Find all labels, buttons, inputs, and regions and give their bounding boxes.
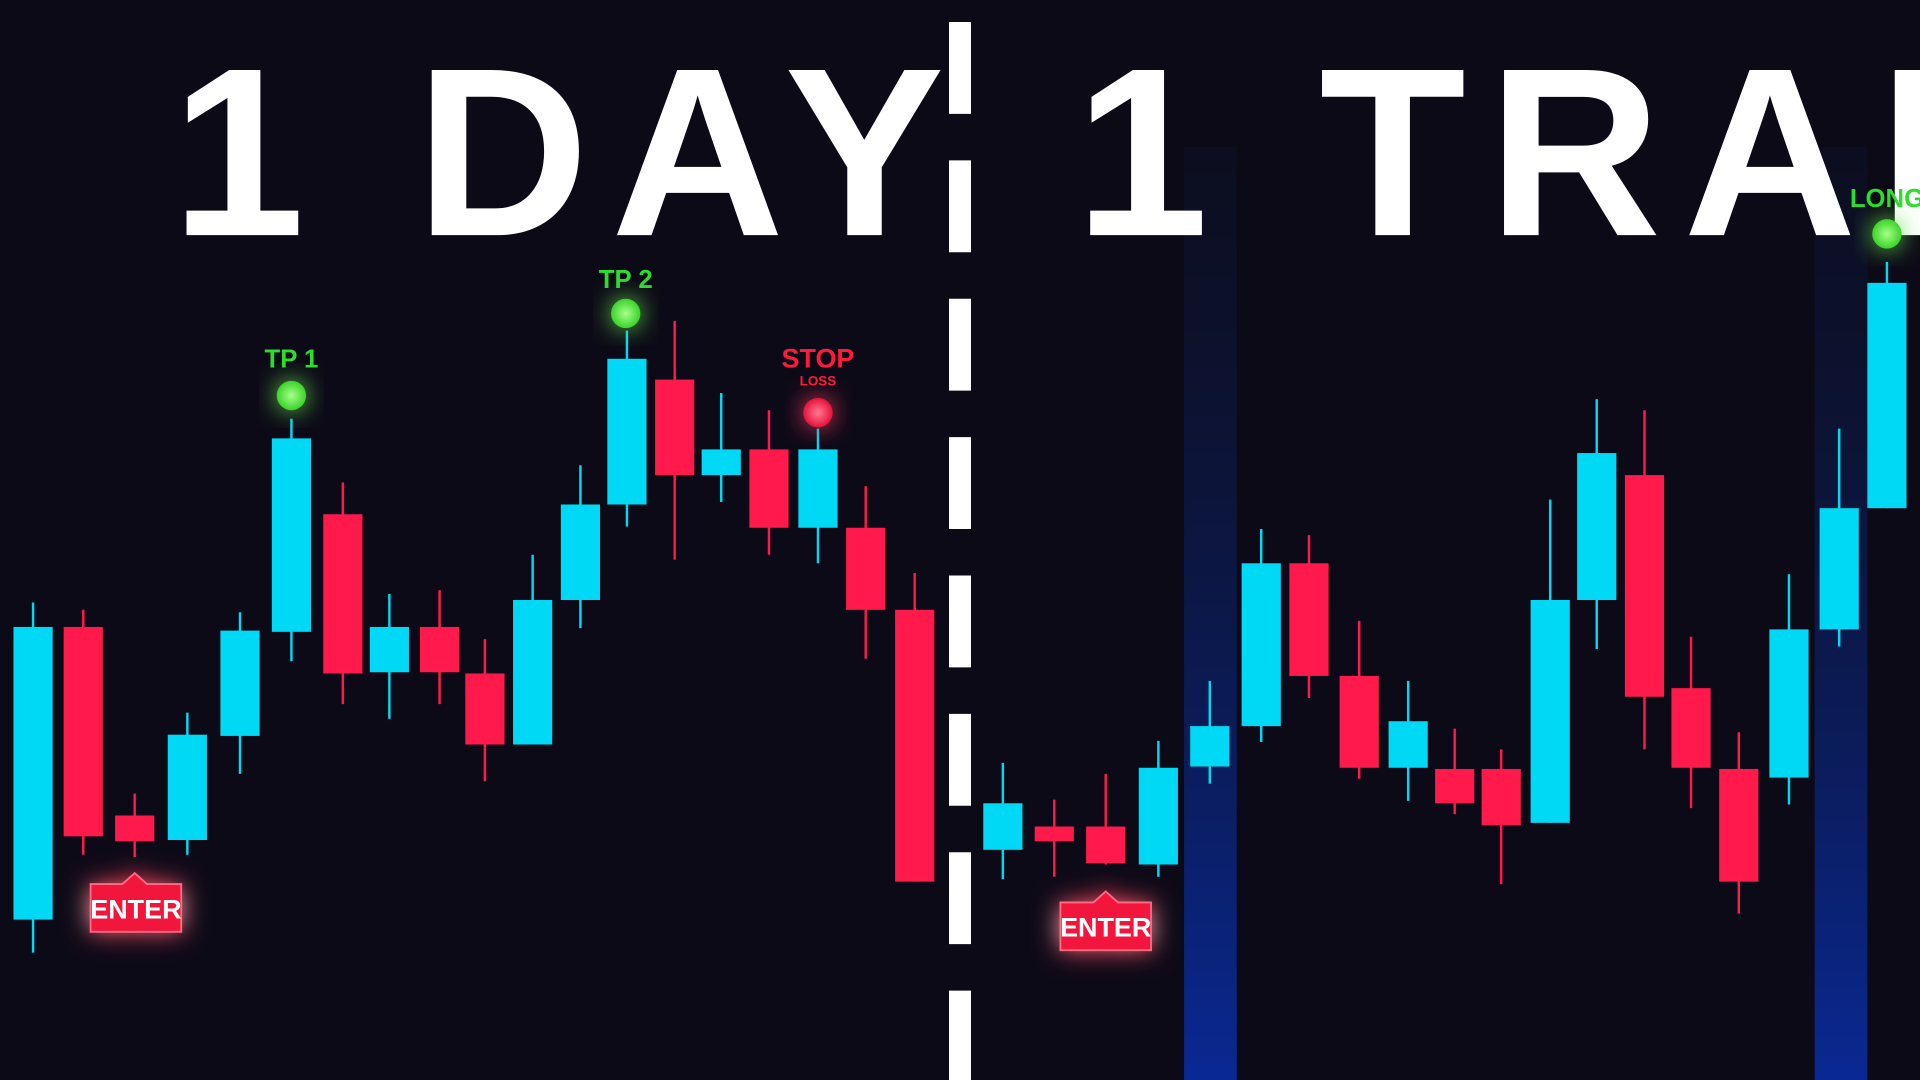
candle [983,762,1023,880]
candle [846,486,886,659]
candle [1086,773,1126,865]
candle [63,609,103,855]
title-left: 1 DAY [171,18,966,286]
candle [13,602,53,953]
candle [895,573,935,882]
candle [560,465,600,629]
candle [513,554,553,745]
candle [1719,732,1759,914]
enter-label: ENTER [1060,913,1151,943]
candle [1034,799,1074,877]
candle [1190,680,1230,784]
enter-label: ENTER [90,894,181,924]
candle [1388,680,1428,801]
highlight-column [1184,146,1237,1080]
stop-dot [803,397,833,428]
candle [1867,262,1907,509]
candle [1577,399,1617,649]
candle [607,330,647,527]
tp-dot [611,298,641,329]
tp-label: TP 1 [265,345,319,373]
loss-label: LOSS [800,374,837,389]
candle [701,393,741,503]
candle [323,482,363,705]
candle [1624,410,1665,750]
title-right: 1 TRADE [1075,18,1920,286]
long-label: LONG [1850,185,1920,213]
candle [167,712,207,855]
long-dot [1872,219,1902,249]
candle [1530,499,1570,823]
candle [271,418,312,662]
candle [1481,749,1521,885]
candle [420,590,460,705]
candle [1435,728,1475,815]
candle [220,612,260,774]
candle [749,410,789,555]
candle [115,793,155,858]
candle [1671,636,1711,809]
candle [1339,620,1379,779]
candle [369,593,409,719]
candle [465,639,505,782]
candles [13,262,1907,953]
tp-label: TP 2 [599,266,653,294]
candle [798,428,838,564]
candle [1769,574,1809,805]
enter-badge: ENTER [89,871,183,933]
candle [1138,740,1178,877]
tp-dot [276,380,307,411]
candle [1819,428,1859,647]
enter-badge: ENTER [1059,890,1152,952]
stop-label: STOP [782,343,855,373]
candle [1241,528,1281,743]
candle [1289,535,1329,698]
candle [655,320,695,560]
